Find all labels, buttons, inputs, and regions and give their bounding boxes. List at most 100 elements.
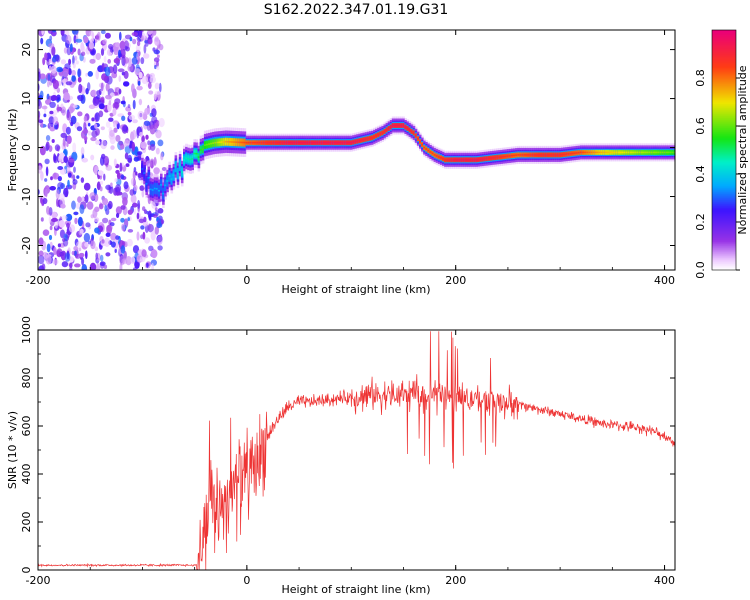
ridge-peak [191, 158, 194, 160]
ridge-peak [586, 151, 589, 154]
colorbar-segment [712, 224, 736, 227]
ridge-peak [669, 151, 673, 154]
noise-cell [60, 132, 67, 139]
ridge-peak [345, 141, 349, 144]
ridge-peak [573, 152, 577, 154]
noise-cell [90, 136, 97, 142]
ridge-peak [619, 151, 623, 154]
noise-cell [81, 257, 85, 266]
ridge-peak [410, 130, 414, 133]
colorbar-segment [712, 172, 736, 175]
ridge-peak [337, 141, 341, 144]
ridge-peak [391, 124, 395, 127]
noise-cell [53, 154, 57, 162]
noise-cell [154, 90, 161, 95]
noise-cell [122, 125, 128, 132]
snr-ytick-label: 800 [20, 368, 33, 389]
ridge-peak [513, 154, 516, 157]
noise-cell [47, 80, 50, 88]
ridge-peak [270, 141, 274, 144]
colorbar-tick-label: 0.0 [694, 261, 707, 279]
noise-cell [77, 111, 83, 117]
ridge-peak [331, 141, 334, 144]
noise-cell [89, 192, 97, 200]
ridge-peak [498, 156, 501, 158]
ridge-peak [264, 141, 267, 144]
noise-cell [113, 158, 117, 167]
colorbar-segment [712, 84, 736, 87]
noise-cell [73, 211, 79, 216]
noise-cell [135, 171, 138, 176]
noise-cell [144, 209, 147, 215]
ridge-peak [249, 141, 253, 144]
ridge-peak [183, 159, 186, 161]
ridge-peak [362, 138, 366, 141]
noise-cell [73, 246, 79, 251]
ridge-peak [389, 126, 393, 128]
ridge-peak [155, 188, 159, 190]
noise-cell [113, 122, 116, 128]
colorbar-segment [712, 48, 736, 51]
noise-cell [53, 246, 57, 256]
colorbar-tick-label: 0.8 [694, 69, 707, 87]
ridge-peak [322, 141, 326, 144]
ridge-peak [262, 141, 265, 144]
ridge-peak [239, 141, 242, 144]
spectrogram-frame [37, 29, 676, 271]
noise-cell [74, 217, 78, 225]
ridge-peak [235, 141, 238, 143]
noise-cell [100, 126, 105, 131]
ridge-peak [536, 154, 539, 156]
colorbar-segment [712, 234, 736, 237]
noise-cell [156, 222, 163, 228]
ridge-peak [260, 141, 263, 144]
noise-cell [62, 70, 69, 78]
noise-cell [115, 184, 122, 194]
ridge-peak [216, 141, 219, 144]
colorbar-segment [712, 204, 736, 207]
noise-cell [72, 179, 78, 185]
noise-cell [140, 225, 145, 230]
ridge-peak [579, 151, 583, 154]
noise-cell [103, 264, 108, 269]
ridge-peak [448, 159, 451, 161]
noise-cell [81, 157, 89, 163]
colorbar-segment [712, 218, 736, 221]
spectrogram-panel: -200 0 200 400 -20 -10 0 10 20 Height of straigh… [6, 29, 676, 296]
noise-cell [149, 124, 156, 135]
colorbar-segment [712, 78, 736, 81]
colorbar-segment [712, 130, 736, 133]
noise-cell [65, 126, 71, 135]
noise-cell [130, 194, 137, 204]
noise-cell [110, 182, 113, 187]
ridge-peak [481, 158, 485, 160]
colorbar-segment [712, 200, 736, 203]
noise-cell [78, 247, 82, 252]
noise-cell [154, 36, 160, 46]
noise-cell [60, 203, 66, 209]
noise-cell [136, 128, 140, 139]
colorbar-segment [712, 104, 736, 107]
ridge-peak [565, 153, 568, 155]
ridge-peak [226, 141, 230, 143]
noise-cell [56, 198, 59, 207]
noise-cell [124, 152, 129, 160]
spectrogram-image [38, 30, 675, 270]
colorbar-segment [712, 170, 736, 173]
colorbar-segment [712, 242, 736, 245]
snr-xtick-label: 200 [445, 574, 466, 587]
ridge-peak [329, 141, 332, 144]
noise-cell [151, 262, 154, 270]
ridge-peak [333, 141, 336, 144]
noise-cell [129, 189, 135, 196]
noise-cell [63, 187, 69, 198]
noise-cell [154, 226, 159, 235]
colorbar-segment [712, 58, 736, 61]
noise-cell [112, 64, 118, 74]
noise-cell [113, 127, 118, 133]
colorbar-segment [712, 114, 736, 117]
ridge-peak [201, 148, 205, 150]
noise-cell [110, 145, 115, 150]
ridge-peak [467, 159, 470, 161]
